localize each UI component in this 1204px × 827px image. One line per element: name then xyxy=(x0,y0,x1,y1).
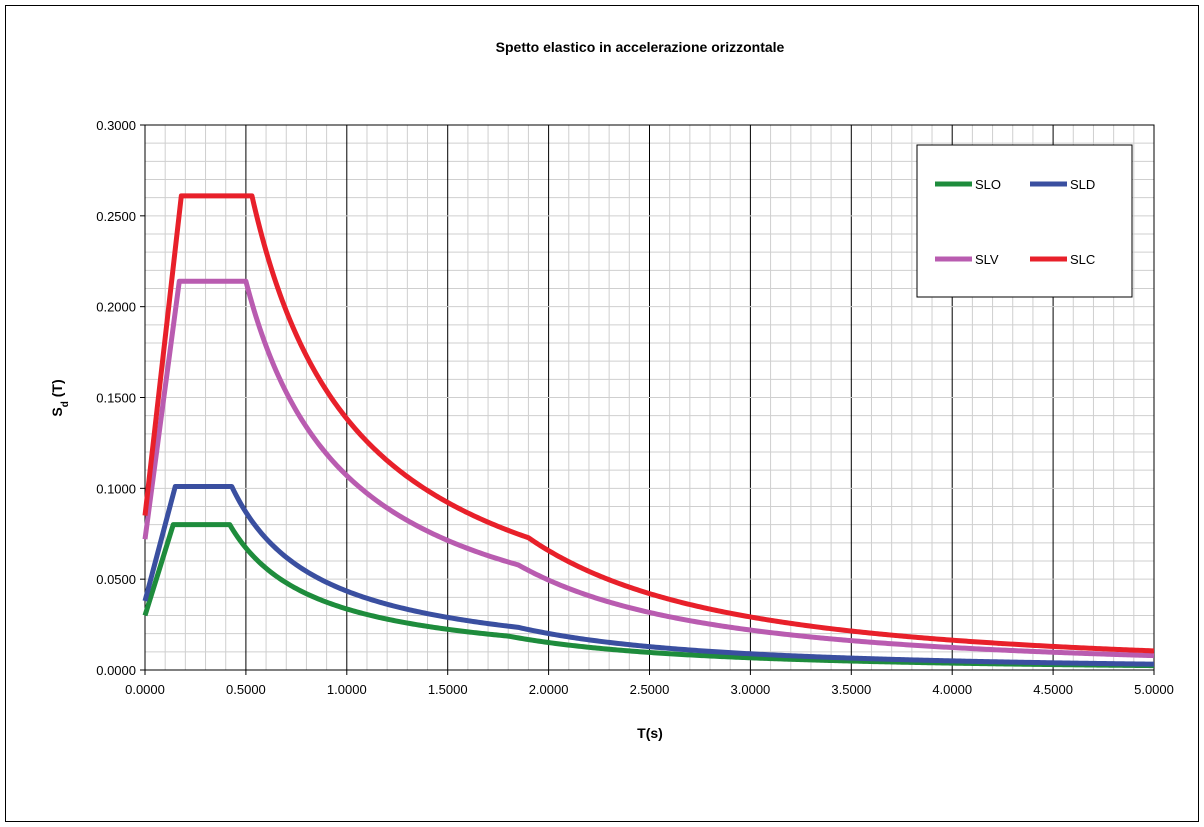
x-tick-label: 0.0000 xyxy=(125,682,165,697)
y-tick-label: 0.2000 xyxy=(96,300,136,315)
y-axis-label: Sd (T) xyxy=(49,379,71,416)
x-tick-label: 5.0000 xyxy=(1134,682,1174,697)
major-grid xyxy=(145,125,1154,670)
x-tick-label: 0.5000 xyxy=(226,682,266,697)
legend-label-slv: SLV xyxy=(975,252,999,267)
legend-label-sld: SLD xyxy=(1070,177,1095,192)
chart-title: Spetto elastico in accelerazione orizzon… xyxy=(496,39,785,55)
y-tick-label: 0.1000 xyxy=(96,481,136,496)
x-tick-label: 1.0000 xyxy=(327,682,367,697)
x-axis-ticks: 0.0000 0.5000 1.0000 1.5000 2.0000 2.5000 3.00… xyxy=(125,670,1174,697)
y-tick-label: 0.2500 xyxy=(96,209,136,224)
legend: SLO SLD SLV SLC xyxy=(916,144,1133,298)
legend-label-slc: SLC xyxy=(1070,252,1095,267)
series-line-sld xyxy=(142,484,1155,667)
legend-box xyxy=(916,144,1133,298)
chart-frame xyxy=(5,5,1199,822)
x-tick-label: 3.0000 xyxy=(731,682,771,697)
y-tick-label: 0.3000 xyxy=(96,118,136,133)
x-tick-label: 1.5000 xyxy=(428,682,468,697)
series-lines xyxy=(142,193,1155,669)
y-axis-label-suffix: (T) xyxy=(49,379,65,401)
y-axis-label-sub: d xyxy=(60,401,71,407)
x-tick-label: 2.5000 xyxy=(630,682,670,697)
legend-label-slo: SLO xyxy=(975,177,1001,192)
x-tick-label: 3.5000 xyxy=(831,682,871,697)
x-axis-label: T(s) xyxy=(637,725,663,741)
y-axis-ticks: 0.0000 0.0500 0.1000 0.1500 0.2000 0.2500 0.30… xyxy=(96,118,145,678)
y-tick-label: 0.0000 xyxy=(96,663,136,678)
y-tick-label: 0.1500 xyxy=(96,391,136,406)
y-axis-label-main: S xyxy=(49,407,65,416)
x-tick-label: 2.0000 xyxy=(529,682,569,697)
x-tick-label: 4.0000 xyxy=(932,682,972,697)
x-tick-label: 4.5000 xyxy=(1033,682,1073,697)
series-line-slc xyxy=(142,193,1155,654)
series-line-slv xyxy=(142,278,1155,659)
y-tick-label: 0.0500 xyxy=(96,572,136,587)
